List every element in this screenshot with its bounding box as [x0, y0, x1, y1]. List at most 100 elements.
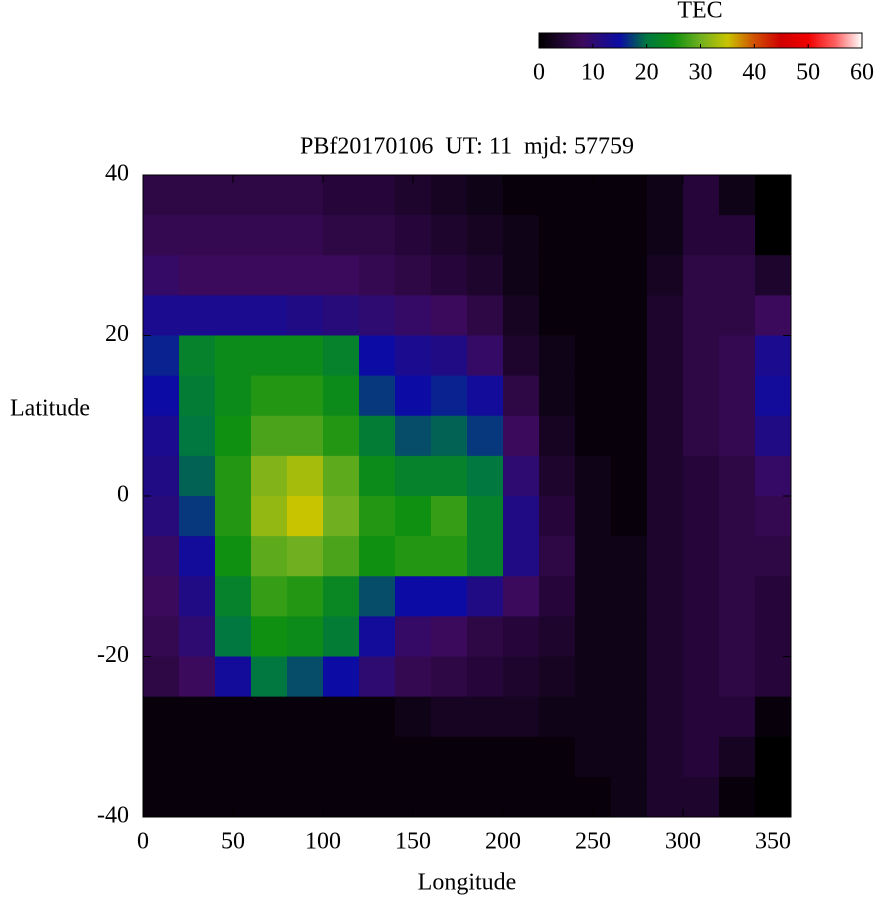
heatmap-cell [755, 335, 792, 377]
heatmap-cell [323, 375, 360, 417]
heatmap-cell [611, 536, 648, 577]
heatmap-cell [431, 536, 468, 577]
heatmap-cell [251, 776, 288, 818]
heatmap-cell [395, 335, 432, 377]
heatmap-cell [683, 455, 720, 497]
heatmap-cell [575, 455, 612, 497]
heatmap-cell [287, 536, 324, 577]
heatmap-cell [719, 776, 756, 818]
heatmap-cell [179, 576, 216, 617]
heatmap-cell [719, 175, 756, 216]
heatmap-cell [539, 776, 576, 818]
heatmap-cell [503, 696, 540, 738]
heatmap-cell [251, 536, 288, 577]
heatmap-cell [611, 656, 648, 698]
heatmap-cell [611, 295, 648, 336]
heatmap-cell [503, 776, 540, 818]
heatmap-cell [143, 175, 180, 216]
heatmap-cell [503, 576, 540, 617]
heatmap-cell [467, 375, 504, 417]
heatmap-cell [287, 696, 324, 738]
heatmap-cell [719, 335, 756, 377]
heatmap-cell [215, 496, 252, 537]
heatmap-cell [467, 736, 504, 778]
x-tick-label: 350 [755, 829, 791, 855]
heatmap-cell [539, 696, 576, 738]
heatmap-cell [683, 335, 720, 377]
heatmap-cell [179, 335, 216, 377]
heatmap-cell [251, 576, 288, 617]
heatmap-cell [647, 616, 684, 657]
heatmap-cell [359, 776, 396, 818]
heatmap-cell [431, 375, 468, 417]
heatmap-cell [251, 656, 288, 698]
heatmap-cell [683, 776, 720, 818]
x-tick-label: 50 [221, 829, 245, 855]
heatmap-cell [323, 295, 360, 336]
heatmap-cell [287, 335, 324, 377]
heatmap-cell [287, 375, 324, 417]
heatmap-cell [755, 616, 792, 657]
heatmap-cell [503, 455, 540, 497]
heatmap-cell [539, 656, 576, 698]
heatmap-cell [755, 736, 792, 778]
heatmap-cell [179, 776, 216, 818]
heatmap-cell [395, 415, 432, 457]
heatmap-cell [539, 616, 576, 657]
heatmap-cell [287, 295, 324, 336]
heatmap-cell [395, 696, 432, 738]
heatmap-cell [755, 696, 792, 738]
heatmap-cell [179, 536, 216, 577]
heatmap-cell [503, 616, 540, 657]
heatmap-cell [647, 536, 684, 577]
heatmap-cell [683, 415, 720, 457]
colorbar-tick-label: 60 [850, 60, 874, 86]
y-axis-label: Latitude [10, 396, 90, 422]
heatmap-cell [575, 616, 612, 657]
heatmap-cell [719, 215, 756, 256]
x-tick-label: 200 [485, 829, 521, 855]
heatmap-cell [467, 295, 504, 336]
heatmap-cell [287, 736, 324, 778]
heatmap-cell [323, 776, 360, 818]
heatmap-cell [143, 295, 180, 336]
heatmap-cell [431, 255, 468, 296]
heatmap-cell [719, 736, 756, 778]
heatmap-cell [683, 375, 720, 417]
heatmap-cell [143, 576, 180, 617]
heatmap-cell [611, 616, 648, 657]
heatmap-cell [431, 736, 468, 778]
heatmap-cell [323, 736, 360, 778]
heatmap-cell [395, 576, 432, 617]
heatmap-cell [539, 335, 576, 377]
colorbar-tick-label: 20 [635, 60, 659, 86]
y-tick-label: -40 [97, 803, 129, 829]
heatmap-cell [359, 415, 396, 457]
heatmap-cell [719, 496, 756, 537]
heatmap-cell [503, 175, 540, 216]
heatmap-cell [647, 736, 684, 778]
heatmap-cell [719, 616, 756, 657]
heatmap-cell [467, 576, 504, 617]
heatmap-cell [431, 656, 468, 698]
heatmap-cell [647, 335, 684, 377]
heatmap-cell [755, 375, 792, 417]
heatmap-cell [431, 496, 468, 537]
heatmap-cell [359, 255, 396, 296]
heatmap-cell [503, 656, 540, 698]
heatmap-cell [683, 496, 720, 537]
heatmap-cell [143, 255, 180, 296]
heatmap-cell [647, 776, 684, 818]
heatmap-cell [359, 496, 396, 537]
heatmap-cell [719, 656, 756, 698]
heatmap-cell [359, 175, 396, 216]
heatmap-cell [359, 335, 396, 377]
heatmap-cell [683, 295, 720, 336]
heatmap-cell [503, 736, 540, 778]
heatmap-cell [143, 696, 180, 738]
heatmap-cell [359, 696, 396, 738]
heatmap-cell [611, 776, 648, 818]
heatmap-cell [539, 175, 576, 216]
heatmap-cell [575, 255, 612, 296]
